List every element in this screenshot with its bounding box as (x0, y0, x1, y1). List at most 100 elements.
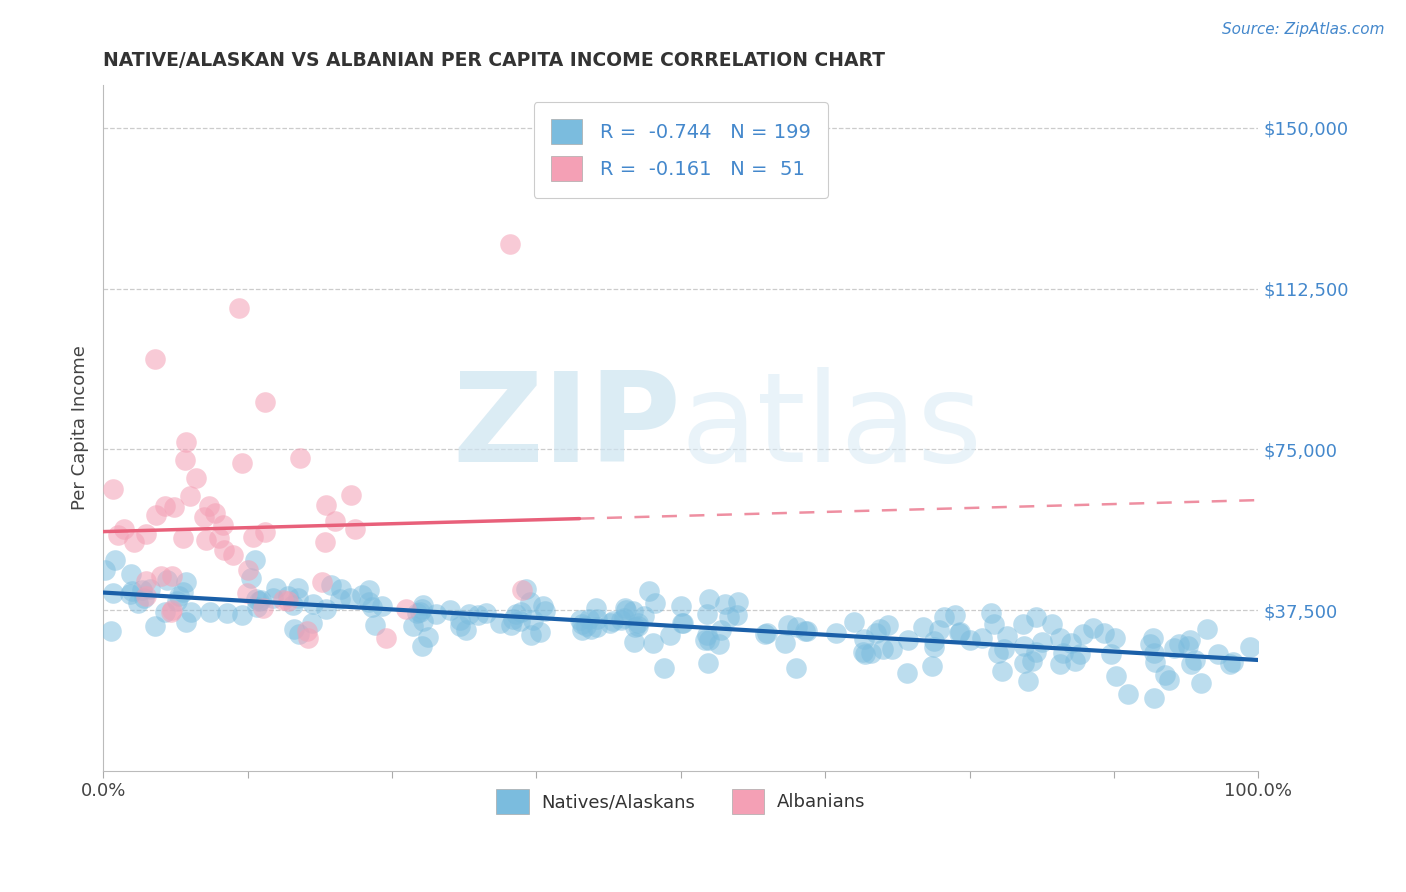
Point (120, 567, 142, 582)
Point (166, 593, 188, 607)
Point (1031, 635, 1053, 649)
Point (627, 619, 650, 633)
Point (250, 592, 273, 607)
Point (139, 582, 162, 596)
Point (143, 352, 166, 367)
Point (844, 615, 866, 629)
Point (315, 498, 337, 512)
Point (669, 599, 692, 614)
Point (853, 647, 876, 661)
Point (641, 635, 664, 649)
Point (980, 606, 1002, 620)
Point (361, 600, 384, 615)
Point (579, 622, 602, 636)
Point (412, 598, 434, 612)
Point (922, 634, 945, 648)
Point (1099, 648, 1122, 662)
Point (288, 627, 311, 641)
Point (569, 613, 592, 627)
Point (1184, 653, 1206, 667)
Point (852, 645, 875, 659)
Point (174, 575, 197, 590)
Point (585, 612, 607, 626)
Point (314, 535, 336, 549)
Point (173, 453, 195, 467)
Point (1069, 647, 1091, 661)
Point (585, 601, 607, 615)
Point (1012, 617, 1035, 632)
Point (411, 602, 433, 616)
Point (922, 640, 945, 655)
Point (195, 533, 218, 547)
Point (288, 450, 311, 465)
Point (633, 608, 655, 623)
Point (359, 583, 381, 598)
Point (153, 500, 176, 514)
Point (522, 614, 544, 628)
Point (659, 628, 682, 642)
Point (100, 624, 122, 639)
Point (614, 601, 637, 615)
Point (1116, 687, 1139, 701)
Point (1206, 647, 1229, 661)
Point (520, 628, 543, 642)
Point (149, 569, 172, 583)
Point (1168, 637, 1191, 651)
Point (773, 636, 796, 650)
Point (228, 301, 250, 315)
Point (449, 613, 471, 627)
Point (212, 518, 235, 533)
Point (928, 623, 950, 637)
Point (534, 604, 557, 618)
Point (987, 646, 1010, 660)
Point (531, 599, 554, 613)
Point (118, 587, 141, 601)
Point (959, 633, 981, 648)
Point (949, 624, 972, 639)
Point (599, 615, 621, 630)
Point (697, 591, 720, 606)
Point (135, 589, 157, 603)
Point (515, 582, 537, 596)
Point (215, 606, 238, 620)
Point (623, 635, 645, 649)
Point (1060, 636, 1083, 650)
Point (1143, 691, 1166, 706)
Point (714, 597, 737, 611)
Point (707, 637, 730, 651)
Point (287, 591, 309, 606)
Point (872, 642, 894, 657)
Text: NATIVE/ALASKAN VS ALBANIAN PER CAPITA INCOME CORRELATION CHART: NATIVE/ALASKAN VS ALBANIAN PER CAPITA IN… (103, 51, 886, 70)
Point (1178, 632, 1201, 647)
Point (897, 633, 920, 648)
Point (364, 617, 387, 632)
Point (231, 456, 253, 470)
Point (240, 571, 263, 585)
Point (222, 548, 245, 562)
Point (412, 615, 434, 629)
Point (794, 624, 817, 639)
Point (339, 488, 361, 502)
Point (343, 522, 366, 536)
Point (1142, 631, 1164, 645)
Point (1219, 657, 1241, 672)
Point (710, 623, 733, 637)
Point (970, 632, 993, 646)
Point (1139, 637, 1161, 651)
Point (644, 596, 666, 610)
Point (943, 608, 966, 623)
Point (1104, 631, 1126, 645)
Point (350, 588, 373, 602)
Point (131, 583, 153, 598)
Point (1177, 640, 1199, 654)
Point (297, 624, 319, 639)
Point (231, 608, 253, 623)
Point (1049, 632, 1071, 646)
Point (242, 530, 264, 544)
Point (172, 531, 194, 545)
Point (671, 615, 693, 630)
Point (1189, 676, 1212, 690)
Point (509, 615, 531, 629)
Point (621, 604, 644, 618)
Point (236, 585, 259, 599)
